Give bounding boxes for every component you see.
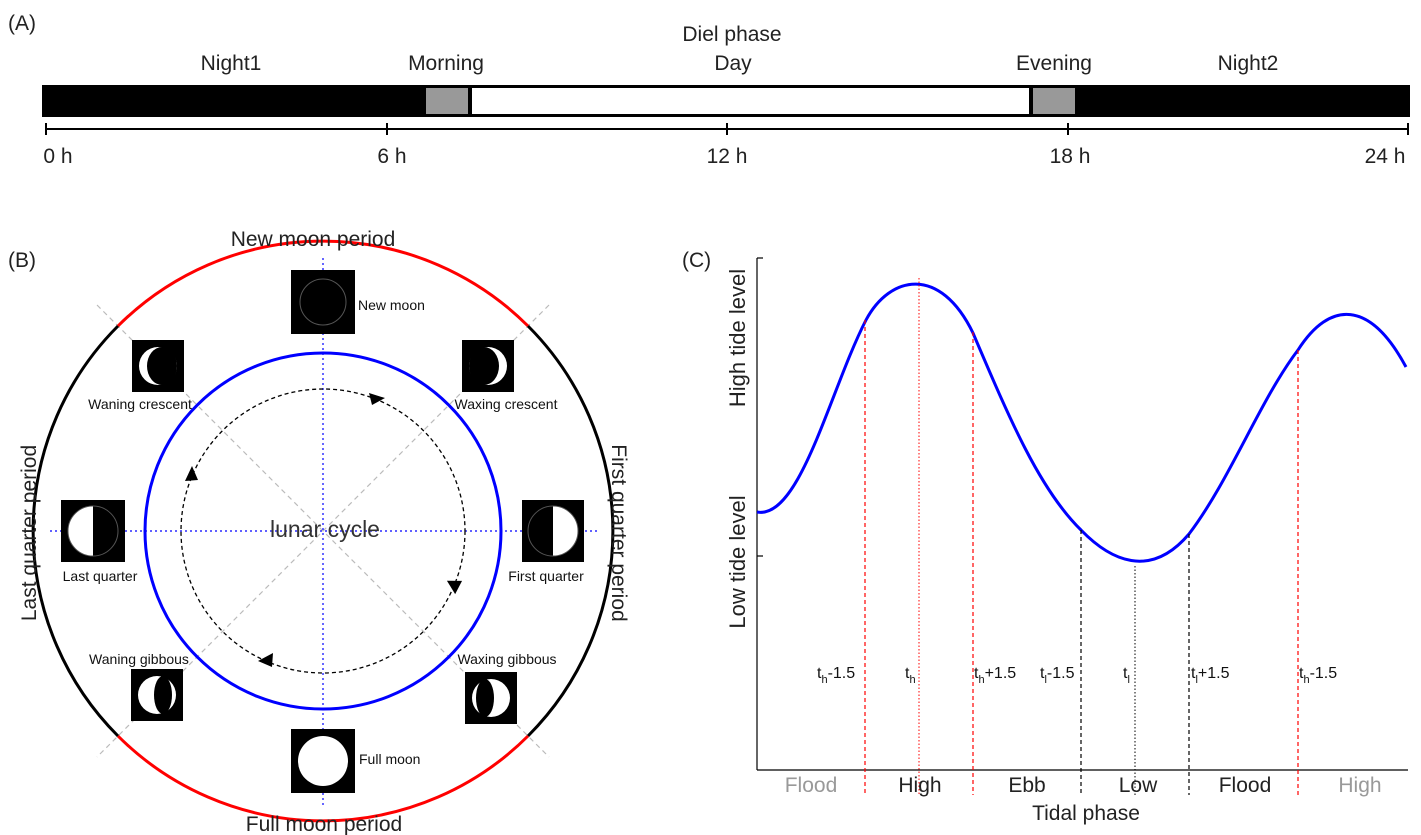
panel-b-label: (B) bbox=[8, 249, 36, 272]
waxing-gibbous-icon bbox=[465, 672, 517, 724]
low-tide-level-label: Low tide level bbox=[725, 495, 750, 628]
marker-label-tl-plus: tl+1.5 bbox=[1191, 665, 1230, 686]
cycle-arrow-icon bbox=[258, 653, 273, 667]
tidal-phase-low: Low bbox=[1119, 774, 1158, 797]
new-moon-period-label: New moon period bbox=[231, 228, 396, 251]
lunar-cycle-center-label: lunar cycle bbox=[270, 516, 380, 542]
panel-c-tidal-phase: (C) High tide level Low tide level th-1.… bbox=[682, 249, 1408, 825]
cycle-direction-circle bbox=[180, 388, 466, 674]
new-moon-icon bbox=[291, 270, 355, 334]
waning-gibbous-icon bbox=[131, 669, 183, 721]
tidal-phase-high: High bbox=[898, 774, 941, 797]
last-quarter-icon bbox=[61, 500, 125, 562]
new-moon-period-arc bbox=[116, 239, 530, 328]
marker-label-th-minus: th-1.5 bbox=[817, 665, 855, 686]
first-quarter-label: First quarter bbox=[508, 568, 584, 584]
panel-a-diel-phase: (A) Diel phase Night1 Morning Day Evenin… bbox=[8, 12, 1410, 168]
marker-label-th: th bbox=[905, 665, 916, 686]
waxing-crescent-label: Waxing crescent bbox=[455, 396, 558, 412]
phase-label-morning: Morning bbox=[408, 52, 484, 75]
cycle-arrow-icon bbox=[185, 466, 198, 481]
phase-label-evening: Evening bbox=[1016, 52, 1092, 75]
tidal-phase-high-2: High bbox=[1338, 774, 1381, 797]
full-moon-icon bbox=[291, 729, 355, 793]
time-tick-label-24: 24 h bbox=[1365, 145, 1406, 168]
tidal-phase-flood-2: Flood bbox=[1219, 774, 1272, 797]
tide-curve bbox=[756, 282, 1408, 563]
panel-b-lunar-cycle: (B) lunar cycle New moon period Full moo… bbox=[8, 228, 630, 835]
marker-label-tl-minus: tl-1.5 bbox=[1040, 665, 1075, 686]
phase-label-night1: Night1 bbox=[201, 52, 262, 75]
last-quarter-period-arc bbox=[31, 324, 120, 738]
panel-c-label: (C) bbox=[682, 249, 711, 272]
last-quarter-label: Last quarter bbox=[63, 568, 138, 584]
waxing-crescent-icon bbox=[462, 340, 514, 392]
panel-a-label: (A) bbox=[8, 12, 36, 35]
cycle-arrow-icon bbox=[446, 580, 463, 595]
tidal-phase-ebb: Ebb bbox=[1008, 774, 1045, 797]
day-segment bbox=[472, 88, 1029, 114]
time-tick-label-0: 0 h bbox=[43, 145, 72, 168]
cycle-arrow-icon bbox=[369, 393, 385, 405]
first-quarter-period-arc bbox=[526, 324, 615, 738]
tidal-phase-flood-1: Flood bbox=[785, 774, 838, 797]
new-moon-label: New moon bbox=[358, 297, 425, 313]
marker-label-tl: tl bbox=[1123, 665, 1130, 686]
evening-segment bbox=[1033, 88, 1075, 114]
marker-label-th-minus-2: th-1.5 bbox=[1299, 665, 1337, 686]
full-moon-period-label: Full moon period bbox=[246, 813, 402, 835]
morning-segment bbox=[426, 88, 468, 114]
last-quarter-period-label: Last quarter period bbox=[18, 445, 41, 621]
first-quarter-icon bbox=[522, 500, 584, 562]
full-moon-period-arc bbox=[116, 734, 530, 823]
time-tick-label-18: 18 h bbox=[1050, 145, 1091, 168]
waning-crescent-label: Waning crescent bbox=[88, 396, 192, 412]
phase-label-day: Day bbox=[714, 52, 752, 75]
tidal-phase-axis-title: Tidal phase bbox=[1032, 802, 1140, 825]
waning-crescent-icon bbox=[132, 340, 184, 392]
waning-gibbous-label: Waning gibbous bbox=[89, 651, 189, 667]
marker-label-th-plus: th+1.5 bbox=[974, 665, 1016, 686]
high-tide-level-label: High tide level bbox=[725, 269, 750, 407]
time-tick-label-6: 6 h bbox=[377, 145, 406, 168]
time-tick-label-12: 12 h bbox=[707, 145, 748, 168]
waxing-gibbous-label: Waxing gibbous bbox=[457, 651, 556, 667]
diel-phase-title: Diel phase bbox=[682, 23, 781, 46]
phase-label-night2: Night2 bbox=[1218, 52, 1279, 75]
first-quarter-period-label: First quarter period bbox=[607, 444, 630, 621]
full-moon-label: Full moon bbox=[359, 751, 420, 767]
